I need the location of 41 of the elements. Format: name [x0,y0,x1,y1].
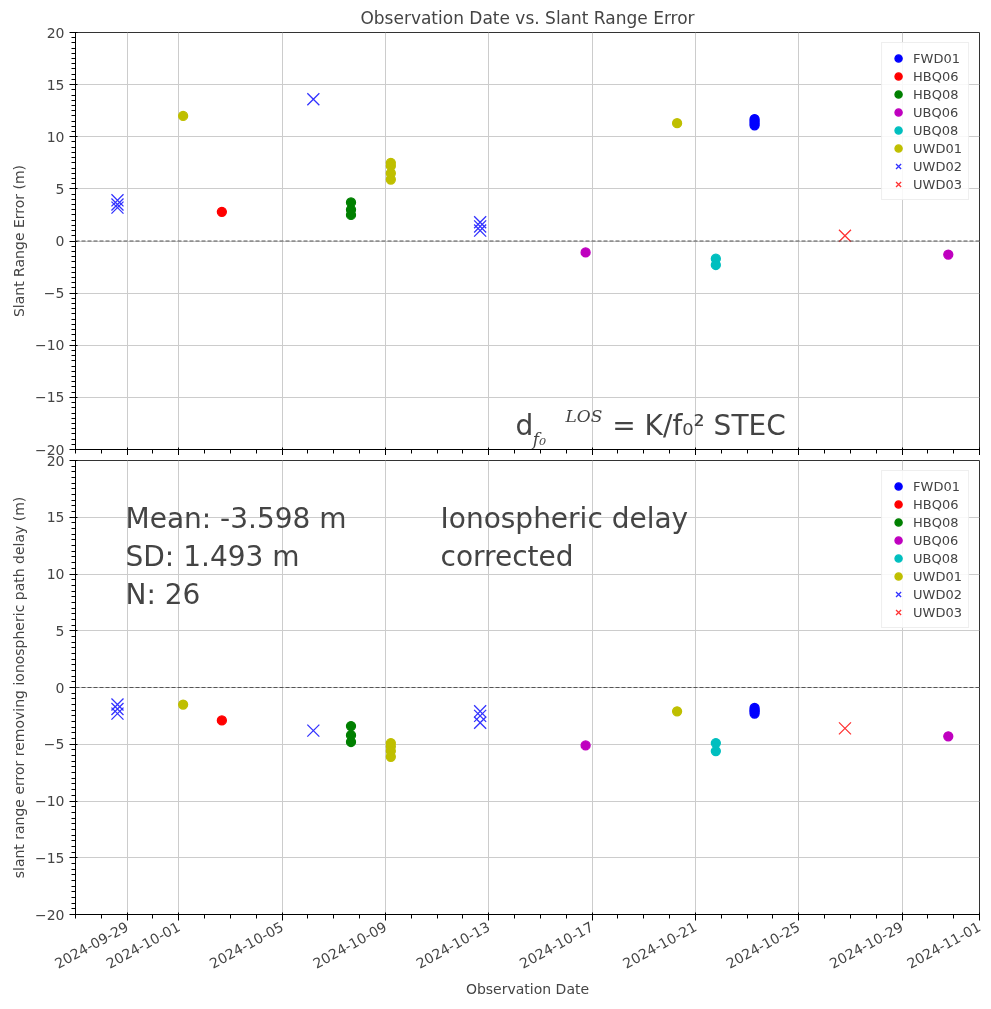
legend-label: UWD03 [913,603,962,621]
legend-label: UWD01 [913,139,962,157]
y-tick-label: 15 [46,509,65,526]
annotation: SD: 1.493 m [125,539,300,573]
annotation: N: 26 [125,577,201,611]
y-tick-label: 5 [55,180,65,197]
y-tick-label: 0 [55,233,65,249]
legend-label: UWD02 [913,585,962,603]
y-tick-label: 0 [55,679,65,696]
annotation: corrected [440,539,574,573]
chart-title: Observation Date vs. Slant Range Error [360,7,695,28]
annotation: Mean: -3.598 m [125,501,347,535]
y-axis-title: slant range error removing ionospheric path delay (m) [10,496,27,879]
y-tick-label: −5 [43,736,65,753]
legend-label: UBQ08 [913,121,959,139]
y-tick-label: 20 [46,24,65,41]
y-tick-label: −15 [34,849,65,866]
y-axis-title: Slant Range Error (m) [10,164,27,318]
legend-label: UWD01 [913,567,962,585]
y-tick-label: 10 [46,128,65,145]
legend-label: UWD02 [913,157,962,175]
y-tick-label: −10 [34,793,65,809]
y-tick-label: 10 [46,566,65,582]
legend-label: FWD01 [913,49,960,67]
y-tick-label: −20 [34,906,65,923]
legend-label: UBQ08 [913,549,959,567]
legend-label: UBQ06 [913,103,959,121]
legend-label: HBQ08 [913,513,959,531]
x-axis-title: Observation Date [465,981,590,998]
y-tick-label: 5 [55,622,65,639]
legend-label: HBQ06 [913,67,959,85]
legend-label: HBQ06 [913,495,959,513]
y-tick-label: −15 [34,389,65,406]
legend-label: HBQ08 [913,85,959,103]
y-tick-label: 15 [46,76,65,93]
legend-label: UWD03 [913,175,962,193]
annotation: Ionospheric delay [440,501,689,535]
legend-label: FWD01 [913,477,960,495]
y-tick-label: −10 [34,337,65,354]
y-tick-label: −5 [43,285,65,302]
legend-label: UBQ06 [913,531,959,549]
